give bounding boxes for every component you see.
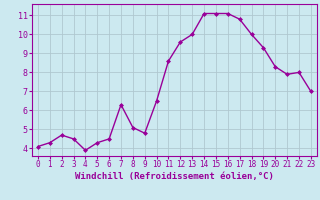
X-axis label: Windchill (Refroidissement éolien,°C): Windchill (Refroidissement éolien,°C) (75, 172, 274, 181)
